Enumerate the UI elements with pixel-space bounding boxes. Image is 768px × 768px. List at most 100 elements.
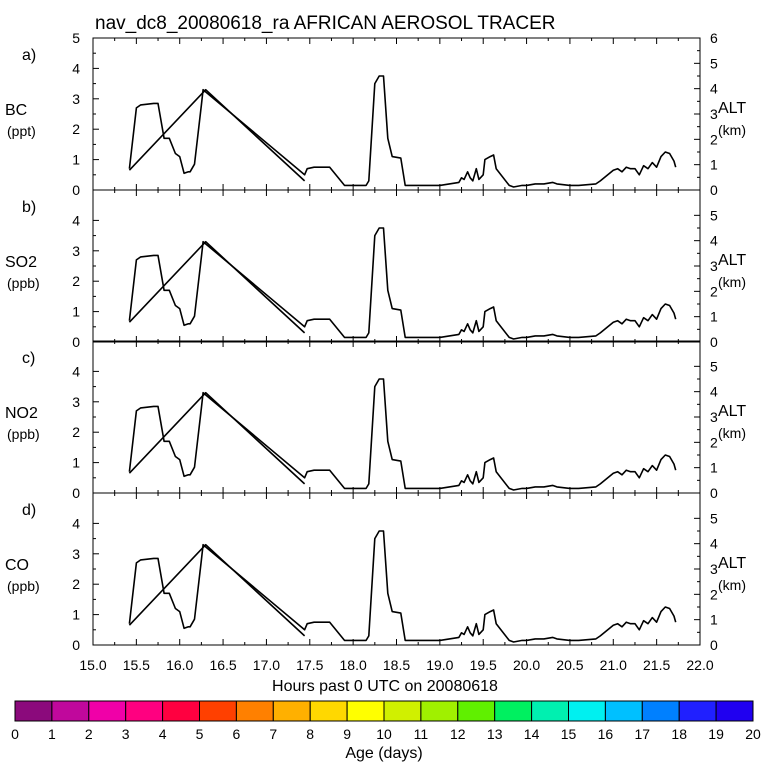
y2-tick-label: 1 (710, 309, 718, 325)
y-axis-label: SO2 (5, 254, 37, 271)
colorbar-tick-label: 14 (524, 726, 540, 742)
y2-tick-label: 1 (710, 612, 718, 628)
y2-tick-label: 0 (710, 637, 718, 653)
y2-axis-label: ALT (718, 555, 746, 572)
series-line-2 (128, 88, 306, 182)
y2-tick-label: 6 (710, 30, 718, 46)
y-tick-label: 3 (72, 243, 80, 259)
x-tick-label: 16.0 (166, 657, 193, 673)
colorbar-tick-label: 11 (414, 726, 429, 742)
y-tick-label: 4 (72, 515, 80, 531)
colorbar-tick-label: 20 (745, 726, 761, 742)
colorbar-tick-label: 7 (269, 726, 277, 742)
colorbar-tick-label: 8 (306, 726, 314, 742)
colorbar-tick-label: 0 (11, 726, 19, 742)
colorbar-swatch (14, 700, 53, 722)
y2-axis-unit: (km) (718, 122, 746, 138)
colorbar-tick-label: 13 (487, 726, 503, 742)
panel-label: b) (22, 199, 36, 216)
panel-4: 0 1 2 3 4 0 1 2 3 4 5 d) CO (ppb) ALT (km) (5, 492, 746, 653)
y-tick-label: 1 (72, 455, 80, 471)
y2-tick-label: 5 (710, 510, 718, 526)
colorbar-swatch (309, 700, 348, 722)
y-tick-label: 1 (72, 152, 80, 168)
y2-axis-unit: (km) (718, 577, 746, 593)
y2-tick-label: 2 (710, 283, 718, 299)
colorbar-swatch (235, 700, 274, 722)
colorbar-swatch (199, 700, 237, 722)
colorbar-swatch (88, 700, 127, 722)
colorbar-swatch (272, 700, 311, 722)
x-tick-label: 17.5 (296, 657, 323, 673)
series-line-1 (128, 378, 677, 491)
colorbar-tick-label: 18 (671, 726, 687, 742)
chart-title: nav_dc8_20080618_ra AFRICAN AEROSOL TRAC… (95, 13, 555, 34)
plot-frame (92, 189, 701, 343)
series-line-2 (128, 240, 306, 334)
x-tick-labels: 15.0 15.5 16.0 16.5 17.0 17.5 18.0 18.5 19.0 19.5… (79, 657, 713, 673)
x-tick-label: 21.5 (643, 657, 670, 673)
y2-tick-label: 0 (710, 334, 718, 350)
colorbar-tick-label: 6 (233, 726, 241, 742)
series-line-2 (128, 543, 306, 637)
y-tick-label: 1 (72, 304, 80, 320)
colorbar-swatch (678, 700, 717, 722)
x-tick-label: 18.0 (340, 657, 367, 673)
x-tick-label: 17.0 (253, 657, 280, 673)
y2-tick-label: 0 (710, 182, 718, 198)
colorbar-swatch (420, 700, 459, 722)
plot-frame (92, 37, 701, 191)
y2-tick-label: 4 (710, 233, 718, 249)
y2-tick-label: 1 (710, 460, 718, 476)
y2-tick-label: 2 (710, 434, 718, 450)
colorbar-swatch (162, 700, 201, 722)
y-tick-label: 4 (72, 363, 80, 379)
y2-tick-label: 3 (710, 409, 718, 425)
colorbar-swatch (604, 700, 643, 722)
colorbar-tick-label: 19 (708, 726, 724, 742)
x-tick-label: 15.0 (79, 657, 106, 673)
colorbar-tick-label: 2 (85, 726, 93, 742)
y-tick-label: 0 (72, 334, 80, 350)
y-axis-label: CO (5, 557, 29, 574)
panel-1: 0 1 2 3 4 5 0 1 2 3 4 5 6 a) BC (ppt) ALT (km) (5, 30, 746, 198)
y2-tick-label: 1 (710, 157, 718, 173)
colorbar-tick-label: 12 (450, 726, 466, 742)
colorbar-tick-label: 10 (376, 726, 392, 742)
panel-label: d) (22, 502, 36, 519)
y2-axis-unit: (km) (718, 274, 746, 290)
y-axis-unit: (ppt) (7, 123, 36, 139)
y-tick-label: 0 (72, 637, 80, 653)
y2-tick-label: 3 (710, 106, 718, 122)
y-tick-label: 2 (72, 424, 80, 440)
colorbar-swatch (346, 700, 385, 722)
colorbar-tick-label: 17 (635, 726, 651, 742)
y-tick-label: 4 (72, 60, 80, 76)
colorbar-tick-label: 4 (159, 726, 167, 742)
y-tick-label: 1 (72, 607, 80, 623)
x-tick-label: 22.0 (686, 657, 713, 673)
y-tick-label: 2 (72, 576, 80, 592)
colorbar-swatch (494, 700, 533, 722)
panel-3: 0 1 2 3 4 0 1 2 3 4 5 c) NO2 (ppb) ALT (km) (5, 340, 746, 501)
colorbar-swatch (641, 700, 680, 722)
colorbar-swatch (125, 700, 164, 722)
y2-tick-label: 0 (710, 485, 718, 501)
y2-axis-unit: (km) (718, 425, 746, 441)
y-tick-label: 2 (72, 273, 80, 289)
y2-axis-label: ALT (718, 252, 746, 269)
y-axis-unit: (ppb) (7, 275, 40, 291)
y2-axis-label: ALT (718, 403, 746, 420)
colorbar-swatch (383, 700, 422, 722)
series-line-1 (128, 530, 677, 643)
panels: 0 1 2 3 4 5 0 1 2 3 4 5 6 a) BC (ppt) ALT (km) 0 1 2 3 4 0 1 2 3 4 5… (5, 30, 746, 653)
y2-tick-label: 5 (710, 358, 718, 374)
colorbar-swatch (568, 700, 606, 722)
y-axis-label: NO2 (5, 405, 38, 422)
y-tick-label: 3 (72, 546, 80, 562)
x-tick-label: 20.5 (556, 657, 583, 673)
plot-frame (92, 492, 701, 646)
x-tick-label: 19.0 (426, 657, 453, 673)
y-tick-label: 4 (72, 212, 80, 228)
y-tick-label: 5 (72, 30, 80, 46)
